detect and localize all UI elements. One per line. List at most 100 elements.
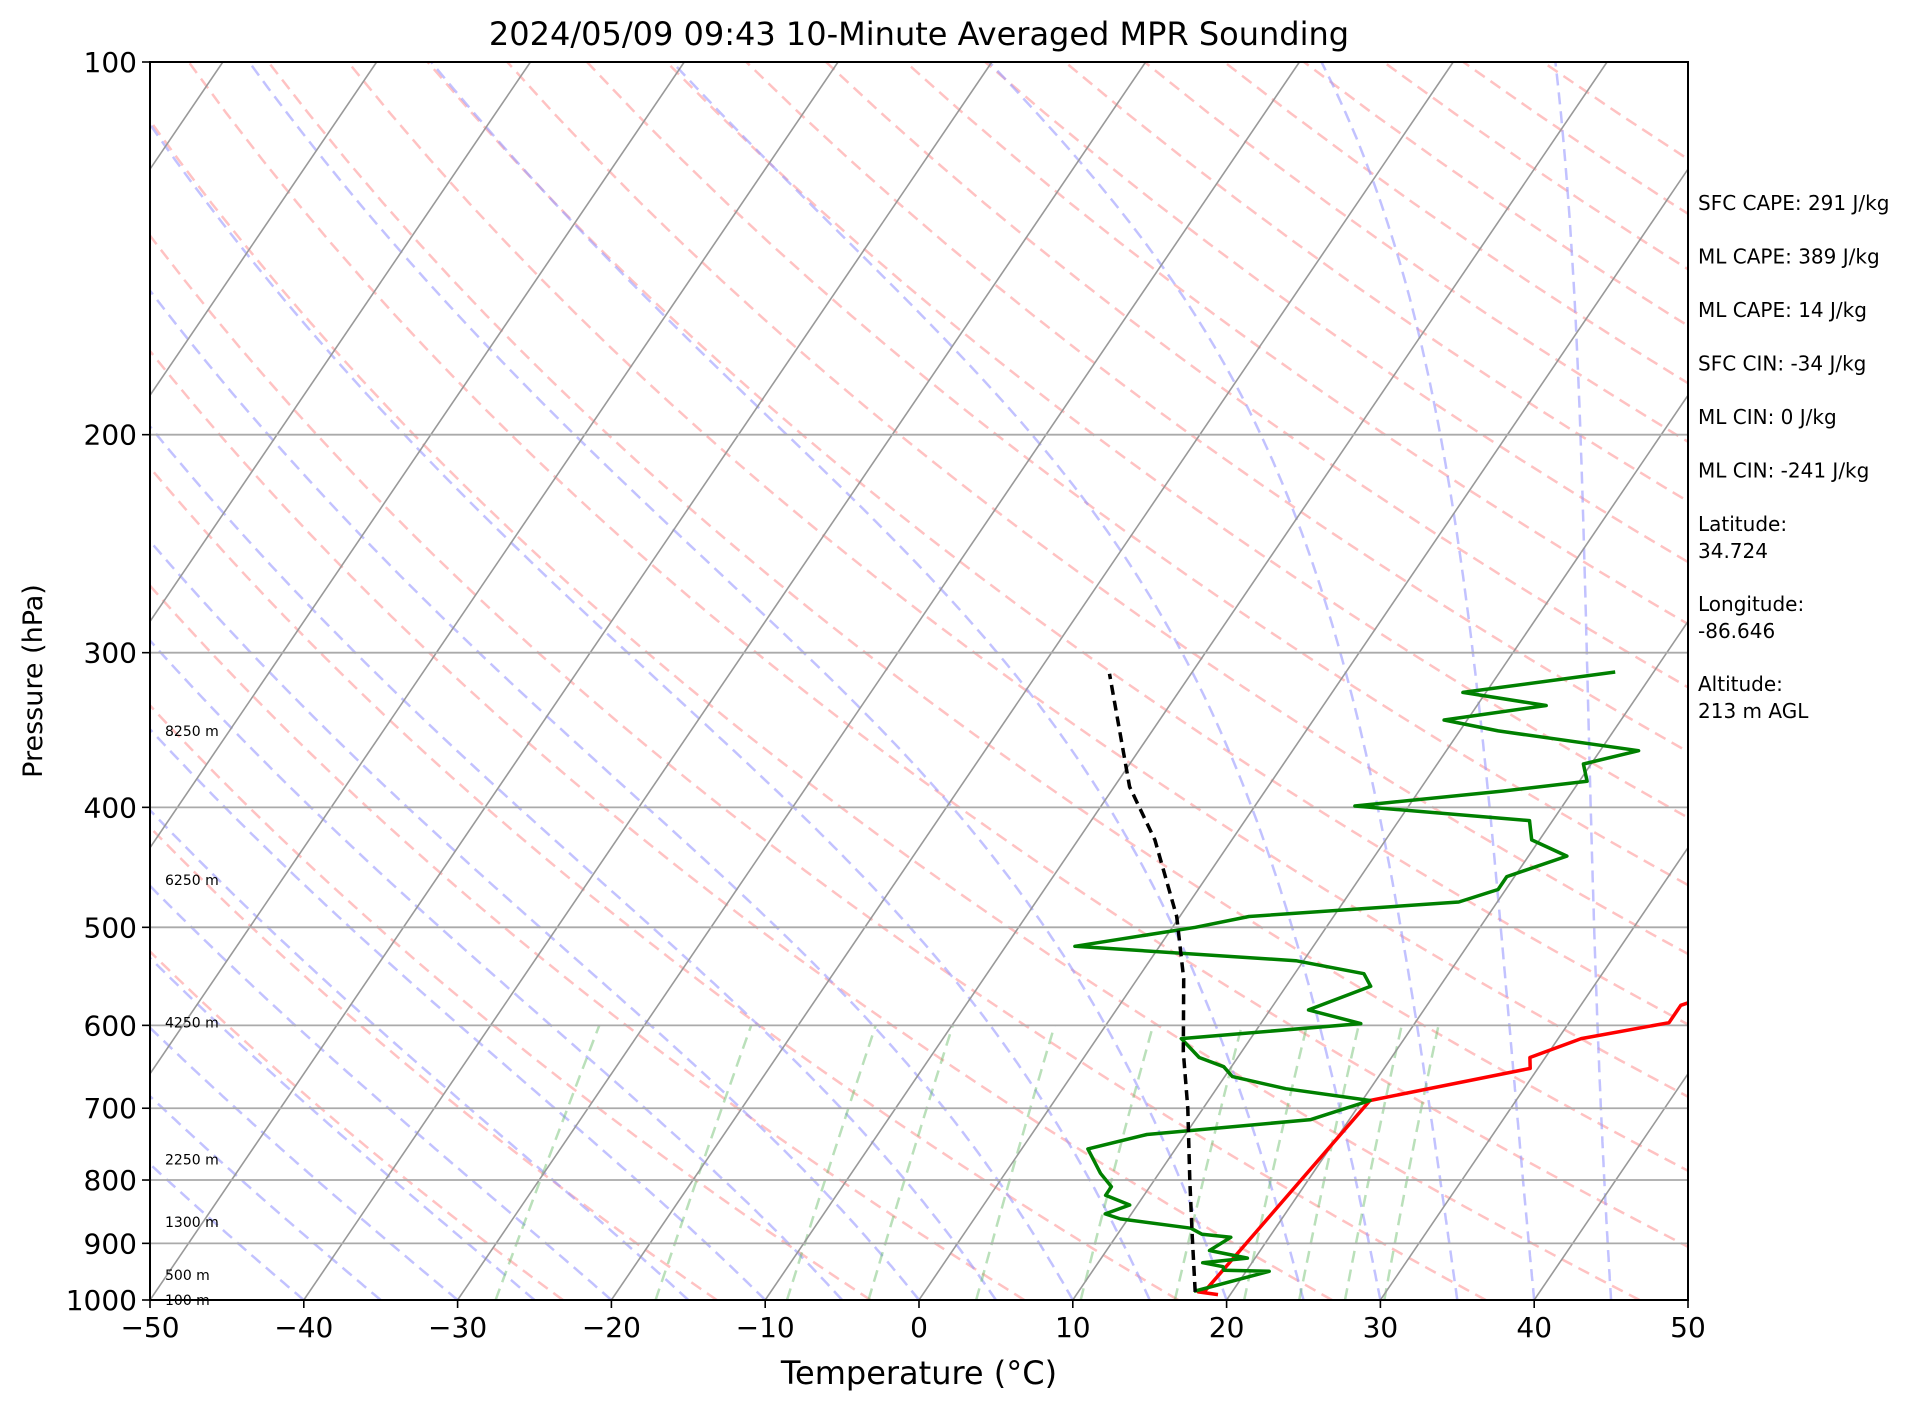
moist-adiabat (1554, 62, 1613, 1300)
x-tick-label: 10 (1055, 1311, 1091, 1344)
parcel-path-line (1107, 673, 1197, 1292)
info-text: SFC CAPE: 291 J/kg (1698, 191, 1889, 215)
dry-adiabat (150, 233, 1487, 1300)
moist-adiabat (150, 539, 920, 1300)
dry-adiabat (150, 703, 872, 1300)
y-tick-label: 600 (84, 1009, 137, 1042)
isotherm-line (303, 62, 1147, 1300)
isotherm-line (1379, 846, 1688, 1300)
moist-adiabat (150, 1094, 382, 1300)
info-text: Latitude: (1698, 512, 1787, 536)
dry-adiabat (150, 349, 1333, 1300)
dry-adiabat (267, 62, 1688, 1173)
moist-adiabat (150, 884, 613, 1300)
dry-adiabat (665, 62, 1688, 820)
dry-adiabat (150, 949, 564, 1300)
isotherm-line (764, 62, 1608, 1300)
x-tick-label: 30 (1363, 1311, 1399, 1344)
dry-adiabat (904, 62, 1688, 626)
isotherm-line (150, 62, 685, 850)
height-label: 8250 m (165, 724, 219, 740)
y-axis-label: Pressure (hPa) (18, 584, 49, 778)
isotherm-line (150, 62, 993, 1300)
height-label: 500 m (165, 1268, 210, 1284)
isotherm-line (918, 167, 1688, 1300)
dry-adiabat (745, 62, 1688, 754)
mixing-ratio-line (494, 1024, 601, 1300)
x-tick-label: −40 (274, 1311, 333, 1344)
moist-adiabat (150, 727, 767, 1300)
x-tick-label: −30 (428, 1311, 487, 1344)
chart-title: 2024/05/09 09:43 10-Minute Averaged MPR … (489, 15, 1349, 53)
moist-adiabat (150, 638, 844, 1300)
moist-adiabat (1320, 62, 1536, 1300)
dry-adiabat (187, 62, 1688, 1249)
height-label: 1300 m (165, 1215, 219, 1231)
dry-adiabat (506, 62, 1688, 956)
info-text: SFC CIN: -34 J/kg (1698, 352, 1866, 376)
x-tick-label: 40 (1516, 1311, 1552, 1344)
isotherm-line (150, 62, 839, 1076)
isotherm-line (456, 62, 1301, 1300)
background-lines (150, 62, 1688, 1300)
height-label: 2250 m (165, 1152, 219, 1168)
moist-adiabat (671, 62, 1382, 1300)
info-value: 34.724 (1698, 539, 1768, 563)
dry-adiabat (150, 825, 718, 1300)
moist-adiabat (150, 288, 1074, 1300)
y-tick-label: 200 (84, 419, 137, 452)
y-axis-ticks: 1000 900 800 700 600 500 400 300 200 100 (66, 46, 150, 1317)
x-tick-label: 0 (910, 1311, 928, 1344)
y-tick-label: 300 (84, 637, 137, 670)
height-label: 6250 m (165, 873, 219, 889)
dry-adiabat (426, 62, 1688, 1026)
height-labels: 100 m 500 m 1300 m 2250 m 4250 m 6250 m 8250 m (165, 724, 219, 1309)
plot-frame (149, 61, 1689, 1301)
y-tick-label: 100 (84, 46, 137, 79)
y-tick-label: 800 (84, 1164, 137, 1197)
dry-adiabat (347, 62, 1688, 1099)
dry-adiabat (150, 118, 1641, 1300)
mixing-ratio-line (867, 1025, 954, 1300)
moist-adiabat (150, 1162, 305, 1300)
moist-adiabat (150, 424, 997, 1300)
isotherm-line (150, 62, 378, 397)
isotherm-line (610, 62, 1454, 1300)
x-axis-ticks: −50 −40 −30 −20 −10 0 10 20 30 40 50 (120, 1300, 1706, 1344)
isotherm-line (1072, 393, 1688, 1300)
mixing-ratio-line (1079, 1025, 1155, 1300)
sounding-profiles (1073, 670, 1688, 1297)
dry-adiabat (150, 465, 1179, 1300)
isotherm-line (1225, 620, 1688, 1300)
info-text: ML CIN: -241 J/kg (1698, 459, 1869, 483)
y-tick-label: 400 (84, 791, 137, 824)
info-text: ML CAPE: 389 J/kg (1698, 245, 1880, 269)
info-text: Longitude: (1698, 592, 1804, 616)
isotherm-line (1533, 1072, 1688, 1300)
y-tick-label: 1000 (66, 1284, 137, 1317)
info-value: -86.646 (1698, 619, 1775, 643)
x-tick-label: −20 (582, 1311, 641, 1344)
mixing-ratio-line (1242, 1025, 1309, 1300)
dry-adiabat (150, 583, 1026, 1300)
x-axis-label: Temperature (°C) (780, 1354, 1057, 1392)
height-label: 4250 m (165, 1016, 219, 1032)
mixing-ratio-line (654, 1024, 753, 1300)
moist-adiabat (150, 956, 536, 1300)
pressure-gridlines (150, 62, 1688, 1300)
moist-adiabat (150, 1026, 459, 1300)
moist-adiabat (988, 62, 1459, 1300)
y-tick-label: 500 (84, 911, 137, 944)
height-label: 100 m (165, 1293, 210, 1309)
info-text: ML CIN: 0 J/kg (1698, 405, 1837, 429)
x-tick-label: 20 (1209, 1311, 1245, 1344)
temperature-profile-line (1196, 1001, 1688, 1297)
info-text: ML CAPE: 14 J/kg (1698, 298, 1867, 322)
y-tick-label: 900 (84, 1227, 137, 1260)
isotherm-line (150, 62, 532, 623)
mixing-ratio-line (974, 1025, 1056, 1300)
info-text: Altitude: (1698, 672, 1783, 696)
x-tick-label: 50 (1670, 1311, 1706, 1344)
moist-adiabat (150, 808, 690, 1300)
